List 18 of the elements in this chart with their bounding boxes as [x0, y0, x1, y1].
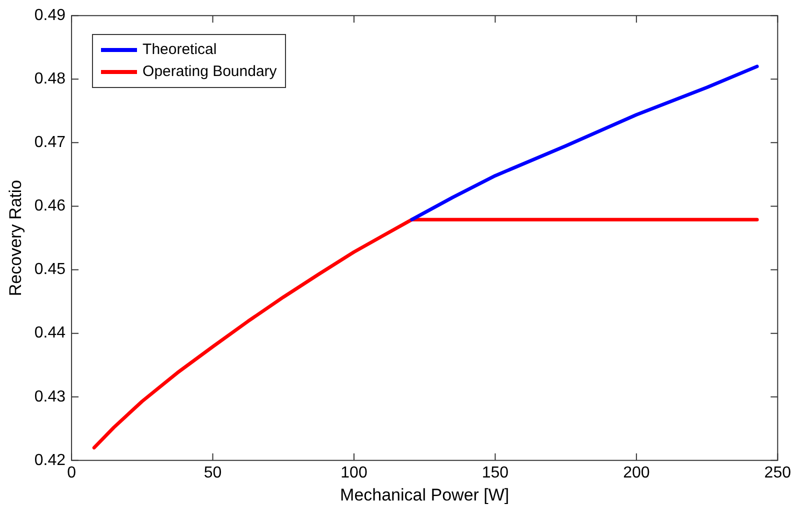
- y-tick-label: 0.47: [34, 134, 66, 152]
- y-tick-label: 0.43: [34, 388, 66, 406]
- y-tick-label: 0.48: [34, 70, 66, 88]
- y-tick-label: 0.45: [34, 261, 66, 278]
- x-tick-label: 50: [204, 464, 222, 482]
- x-tick-label: 150: [482, 464, 509, 482]
- y-axis-title: Recovery Ratio: [6, 180, 25, 296]
- y-tick-label: 0.46: [34, 198, 66, 215]
- x-tick-label: 200: [623, 464, 650, 482]
- y-tick-label: 0.49: [34, 7, 66, 24]
- x-tick-label: 100: [340, 464, 368, 482]
- legend-label: Operating Boundary: [142, 63, 277, 80]
- y-tick-label: 0.44: [34, 324, 66, 342]
- legend-label: Theoretical: [142, 41, 217, 58]
- y-tick-label: 0.42: [34, 452, 66, 469]
- x-tick-label: 250: [764, 464, 792, 482]
- x-tick-label: 0: [67, 464, 76, 482]
- x-axis-title: Mechanical Power [W]: [340, 485, 510, 504]
